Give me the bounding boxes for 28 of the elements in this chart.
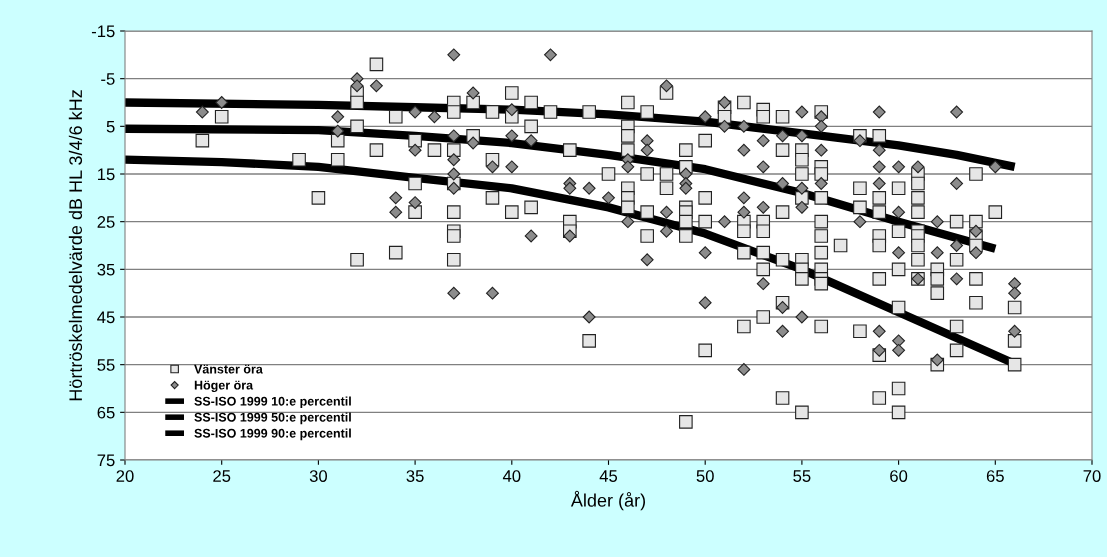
x-tick-label: 25 <box>213 470 231 482</box>
y-tick-label: 35 <box>97 263 115 276</box>
legend-label: Höger öra <box>194 380 254 393</box>
x-tick-label: 70 <box>1083 470 1101 482</box>
y-tick-label: 15 <box>98 168 115 181</box>
y-tick-label: 45 <box>97 311 115 324</box>
legend-label: SS-ISO 1999 50:e percentil <box>194 412 351 425</box>
y-tick-label: 5 <box>106 120 115 133</box>
y-tick-label: 65 <box>97 406 115 419</box>
y-axis-title: Hörtröskelmedelvärde dB HL 3/4/6 kHz <box>68 90 83 401</box>
x-tick-label: 20 <box>116 470 134 482</box>
y-tick-label: -5 <box>101 73 115 85</box>
y-tick-label: 75 <box>97 454 115 467</box>
x-tick-label: 60 <box>890 470 908 482</box>
x-tick-label: 45 <box>599 470 618 482</box>
y-tick-label: 55 <box>97 359 115 371</box>
legend-label: SS-ISO 1999 10:e percentil <box>194 396 351 409</box>
x-axis-title: Ålder (år) <box>570 490 646 511</box>
x-tick-label: 65 <box>986 470 1004 482</box>
x-tick-label: 30 <box>309 470 328 482</box>
x-tick-label: 55 <box>793 470 811 482</box>
legend-label: SS-ISO 1999 90:e percentil <box>194 428 351 441</box>
x-tick-label: 40 <box>502 470 521 482</box>
legend-label: Vänster öra <box>194 364 263 374</box>
y-tick-label: 25 <box>97 216 115 228</box>
y-tick-label: -15 <box>91 25 115 38</box>
x-tick-label: 50 <box>696 470 714 482</box>
x-tick-label: 35 <box>406 470 424 482</box>
